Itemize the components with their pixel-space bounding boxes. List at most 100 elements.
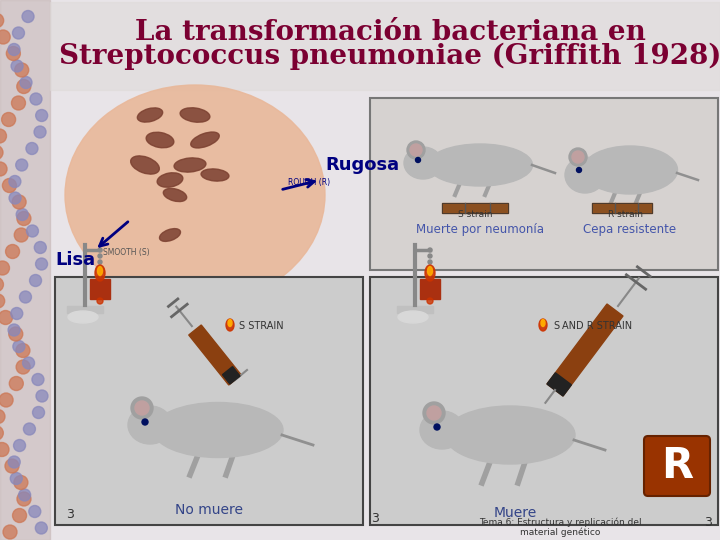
Text: R: R (661, 445, 693, 487)
Circle shape (8, 456, 20, 468)
Circle shape (434, 424, 440, 430)
Circle shape (0, 14, 4, 28)
Ellipse shape (228, 320, 232, 327)
Circle shape (98, 278, 102, 282)
Text: ROUGH (R): ROUGH (R) (288, 178, 330, 186)
Circle shape (0, 442, 9, 456)
Circle shape (9, 192, 21, 204)
Circle shape (3, 525, 17, 539)
Circle shape (1, 112, 16, 126)
Circle shape (142, 419, 148, 425)
Ellipse shape (191, 132, 220, 148)
Ellipse shape (160, 228, 181, 241)
Bar (90, 279, 110, 299)
Circle shape (12, 195, 26, 209)
Text: S strain: S strain (458, 210, 492, 219)
Bar (50, 2, 720, 90)
Circle shape (14, 63, 29, 77)
Circle shape (30, 274, 42, 287)
Text: Cepa resistente: Cepa resistente (583, 224, 677, 237)
Bar (442, 203, 508, 213)
Circle shape (11, 307, 23, 320)
Text: AND R STRAIN: AND R STRAIN (562, 321, 632, 331)
Circle shape (98, 266, 102, 270)
Circle shape (12, 27, 24, 39)
Circle shape (0, 145, 3, 159)
Circle shape (5, 459, 19, 473)
Circle shape (32, 374, 44, 386)
Ellipse shape (539, 319, 547, 331)
Ellipse shape (398, 311, 428, 323)
Circle shape (19, 291, 32, 303)
Ellipse shape (153, 402, 283, 457)
Circle shape (27, 225, 38, 237)
Circle shape (36, 110, 48, 122)
Circle shape (9, 376, 23, 390)
Ellipse shape (404, 147, 442, 179)
Circle shape (97, 298, 103, 304)
Circle shape (0, 294, 5, 308)
Text: Lisa: Lisa (55, 251, 95, 269)
Circle shape (30, 93, 42, 105)
Circle shape (0, 162, 7, 176)
Circle shape (14, 476, 28, 489)
Bar (442, 203, 508, 213)
Circle shape (9, 327, 23, 341)
Circle shape (428, 266, 432, 270)
Circle shape (6, 46, 20, 60)
Text: Rugosa: Rugosa (325, 156, 399, 174)
Circle shape (20, 77, 32, 89)
Text: 3: 3 (704, 516, 712, 529)
Circle shape (131, 397, 153, 419)
Circle shape (98, 272, 102, 276)
Circle shape (569, 148, 587, 166)
Ellipse shape (420, 411, 464, 449)
Circle shape (34, 126, 46, 138)
Ellipse shape (146, 132, 174, 148)
Circle shape (16, 159, 28, 171)
Circle shape (98, 254, 102, 258)
Bar (370, 277, 718, 525)
Text: Streptococcus pneumoniae (Griffith 1928): Streptococcus pneumoniae (Griffith 1928) (59, 42, 720, 70)
Circle shape (26, 143, 38, 154)
Circle shape (2, 179, 17, 192)
Text: material genético: material genético (520, 527, 600, 537)
FancyBboxPatch shape (644, 436, 710, 496)
Circle shape (572, 151, 584, 163)
Circle shape (0, 426, 4, 440)
Circle shape (427, 406, 441, 420)
Circle shape (428, 278, 432, 282)
Circle shape (428, 272, 432, 276)
Circle shape (415, 158, 420, 163)
Polygon shape (547, 373, 572, 396)
Ellipse shape (95, 265, 105, 281)
Circle shape (135, 401, 149, 415)
Bar (397, 306, 433, 313)
Circle shape (98, 248, 102, 252)
Circle shape (0, 129, 6, 143)
Circle shape (0, 261, 9, 275)
Circle shape (14, 228, 28, 242)
Ellipse shape (582, 146, 678, 194)
Bar (592, 203, 652, 213)
Circle shape (16, 343, 30, 357)
Ellipse shape (425, 265, 435, 281)
Circle shape (9, 176, 21, 187)
Ellipse shape (541, 320, 545, 327)
Circle shape (10, 472, 22, 484)
Ellipse shape (201, 169, 229, 181)
Circle shape (17, 492, 31, 506)
Ellipse shape (157, 173, 183, 187)
Text: No muere: No muere (175, 503, 243, 517)
Circle shape (407, 141, 425, 159)
Circle shape (35, 258, 48, 270)
Polygon shape (189, 325, 241, 385)
Ellipse shape (428, 267, 433, 275)
Bar (592, 203, 652, 213)
Text: 3: 3 (66, 509, 74, 522)
Ellipse shape (65, 85, 325, 305)
Circle shape (17, 212, 31, 226)
Circle shape (410, 144, 422, 156)
Text: Muere: Muere (493, 506, 536, 520)
Circle shape (98, 260, 102, 264)
